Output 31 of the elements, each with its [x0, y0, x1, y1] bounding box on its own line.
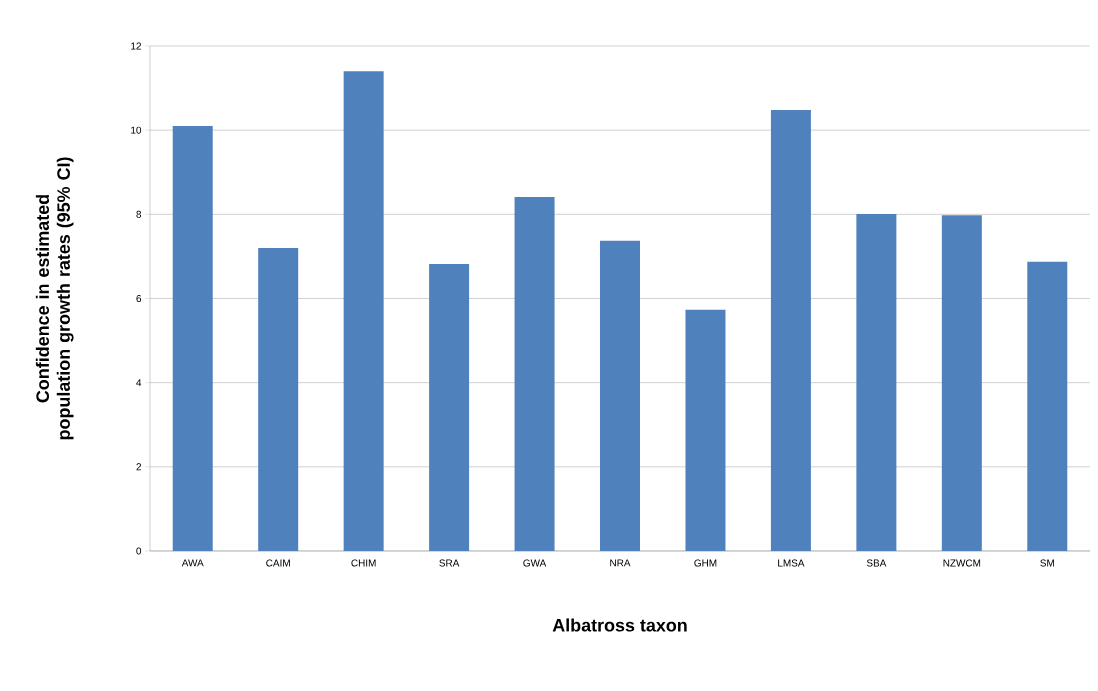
bar [600, 240, 641, 551]
bar [1027, 261, 1068, 551]
y-tick-label: 0 [136, 547, 142, 555]
x-tick-label: SM [1040, 559, 1054, 567]
y-tick-label: 12 [131, 42, 141, 50]
y-tick-label: 4 [136, 379, 142, 387]
x-tick-label: AWA [181, 559, 204, 567]
x-tick-label: CHIM [351, 559, 376, 567]
x-tick-label: GWA [523, 559, 547, 567]
bar [856, 213, 897, 551]
bar [685, 309, 726, 551]
y-tick-label: 6 [136, 294, 142, 303]
x-tick-label: SRA [439, 559, 460, 567]
bar [770, 109, 811, 551]
x-tick-label: GHM [694, 559, 717, 567]
x-tick-label: CAIM [266, 559, 290, 567]
bar [514, 197, 555, 551]
y-tick-label: 2 [136, 463, 141, 471]
y-axis-title: Confidence in estimated population growth rates (95% CI) [35, 157, 74, 440]
bar [429, 263, 470, 551]
y-tick-label: 8 [136, 210, 142, 218]
x-tick-label: SBA [866, 559, 887, 567]
x-tick-label: NZWCM [943, 559, 981, 567]
bar [343, 71, 384, 551]
x-tick-label: NRA [610, 559, 631, 567]
x-axis-title: Albatross taxon [552, 618, 687, 632]
bar [172, 125, 213, 551]
bar [941, 215, 982, 551]
x-tick-label: LMSA [778, 559, 805, 567]
bar [258, 247, 299, 551]
y-tick-label: 10 [131, 126, 142, 134]
